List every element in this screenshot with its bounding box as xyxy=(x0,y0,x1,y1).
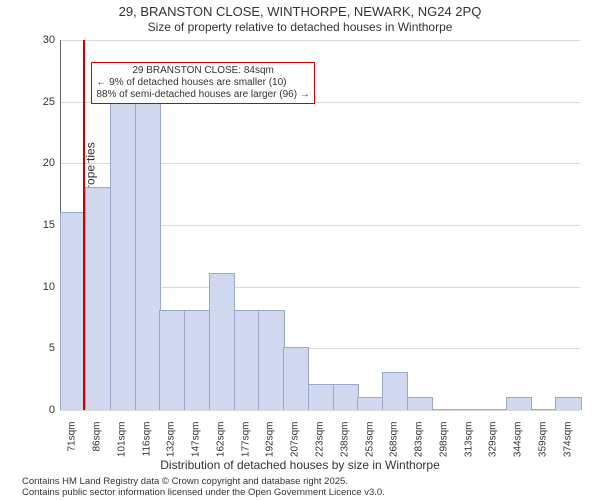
ytick-label: 10 xyxy=(15,281,55,293)
gridline xyxy=(60,410,580,411)
ytick-label: 5 xyxy=(15,342,55,354)
histogram-bar xyxy=(432,409,458,410)
plot-area: 29 BRANSTON CLOSE: 84sqm← 9% of detached… xyxy=(60,40,580,410)
histogram-bar xyxy=(258,310,284,410)
histogram-bar xyxy=(481,409,507,410)
histogram-bar xyxy=(382,372,408,410)
histogram-bar xyxy=(110,101,136,410)
gridline xyxy=(60,40,580,41)
histogram-bar xyxy=(85,187,111,410)
callout-line-1: 29 BRANSTON CLOSE: 84sqm xyxy=(96,65,309,77)
ytick-label: 0 xyxy=(15,404,55,416)
callout-line-2: ← 9% of detached houses are smaller (10) xyxy=(96,77,309,89)
histogram-bar xyxy=(456,409,482,410)
histogram-bar xyxy=(555,397,581,410)
histogram-bar xyxy=(357,397,383,410)
footnote-2: Contains public sector information licen… xyxy=(22,487,385,498)
ytick-label: 15 xyxy=(15,219,55,231)
histogram-bar xyxy=(407,397,433,410)
histogram-bar xyxy=(159,310,185,410)
histogram-bar xyxy=(283,347,309,410)
histogram-bar xyxy=(333,384,359,410)
ytick-label: 30 xyxy=(15,34,55,46)
histogram-bar xyxy=(506,397,532,410)
histogram-bar xyxy=(234,310,260,410)
ytick-label: 25 xyxy=(15,96,55,108)
histogram-bar xyxy=(209,273,235,410)
title-line-1: 29, BRANSTON CLOSE, WINTHORPE, NEWARK, N… xyxy=(0,4,600,19)
histogram-bar xyxy=(135,101,161,410)
chart-container: 29, BRANSTON CLOSE, WINTHORPE, NEWARK, N… xyxy=(0,0,600,500)
property-marker-line xyxy=(83,40,85,410)
histogram-bar xyxy=(308,384,334,410)
ytick-label: 20 xyxy=(15,157,55,169)
histogram-bar xyxy=(184,310,210,410)
x-axis-label: Distribution of detached houses by size … xyxy=(0,458,600,472)
histogram-bar xyxy=(531,409,557,410)
callout-box: 29 BRANSTON CLOSE: 84sqm← 9% of detached… xyxy=(91,62,314,104)
footnote-1: Contains HM Land Registry data © Crown c… xyxy=(22,476,348,487)
callout-line-3: 88% of semi-detached houses are larger (… xyxy=(96,89,309,101)
title-line-2: Size of property relative to detached ho… xyxy=(0,20,600,34)
